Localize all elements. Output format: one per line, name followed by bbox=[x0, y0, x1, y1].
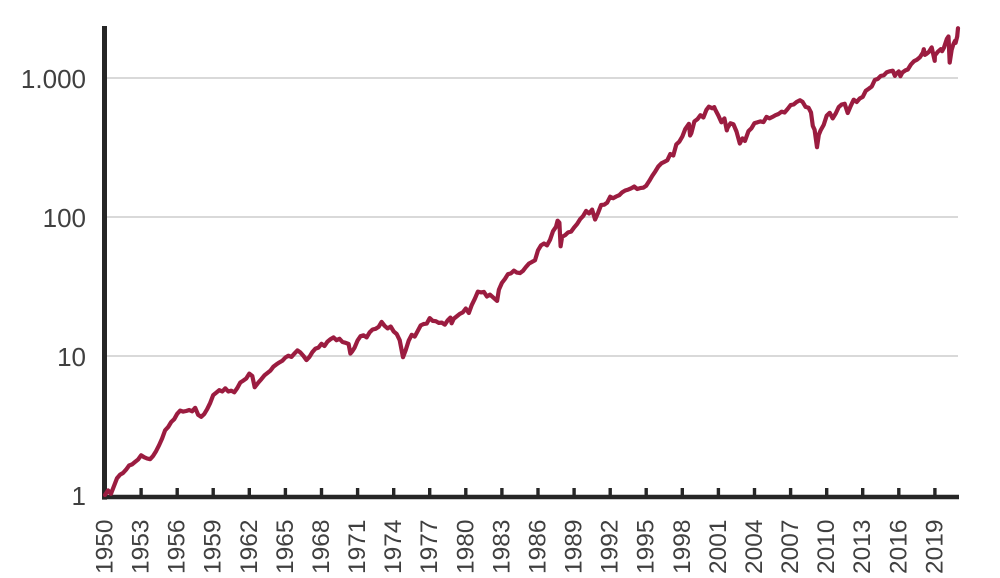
x-tick-label: 1950 bbox=[92, 519, 119, 574]
x-tick-label: 1977 bbox=[416, 519, 443, 574]
x-tick-label: 1992 bbox=[597, 519, 624, 574]
x-tick-label: 1959 bbox=[200, 519, 227, 574]
x-tick-label: 1965 bbox=[272, 519, 299, 574]
x-tick-label: 1989 bbox=[561, 519, 588, 574]
series-line bbox=[102, 26, 961, 498]
y-axis-labels: 1 10 100 1.000 bbox=[21, 64, 86, 511]
x-axis-ticks bbox=[103, 488, 937, 498]
y-tick-label: 1.000 bbox=[21, 64, 86, 94]
x-tick-label: 1968 bbox=[308, 519, 335, 574]
x-tick-label: 2019 bbox=[921, 519, 948, 574]
x-tick-label: 1986 bbox=[525, 519, 552, 574]
x-tick-label: 1980 bbox=[452, 519, 479, 574]
x-tick-label: 2016 bbox=[885, 519, 912, 574]
x-tick-label: 2004 bbox=[741, 519, 768, 574]
x-tick-label: 2001 bbox=[705, 519, 732, 574]
x-tick-label: 1956 bbox=[164, 519, 191, 574]
x-tick-label: 1953 bbox=[128, 519, 155, 574]
x-tick-label: 1998 bbox=[669, 519, 696, 574]
x-tick-label: 1962 bbox=[236, 519, 263, 574]
x-tick-label: 1995 bbox=[633, 519, 660, 574]
y-tick-label: 1 bbox=[72, 481, 86, 511]
x-tick-label: 1983 bbox=[488, 519, 515, 574]
y-tick-label: 10 bbox=[57, 342, 86, 372]
gridlines bbox=[105, 77, 958, 357]
x-tick-label: 2007 bbox=[777, 519, 804, 574]
x-tick-label: 1974 bbox=[380, 519, 407, 574]
y-tick-label: 100 bbox=[43, 203, 86, 233]
x-tick-label: 2010 bbox=[813, 519, 840, 574]
x-axis-labels: 1950 1953 1956 1959 1962 1965 1968 1971 1974 1977… bbox=[92, 519, 949, 574]
x-tick-label: 2013 bbox=[849, 519, 876, 574]
x-tick-label: 1971 bbox=[344, 519, 371, 574]
